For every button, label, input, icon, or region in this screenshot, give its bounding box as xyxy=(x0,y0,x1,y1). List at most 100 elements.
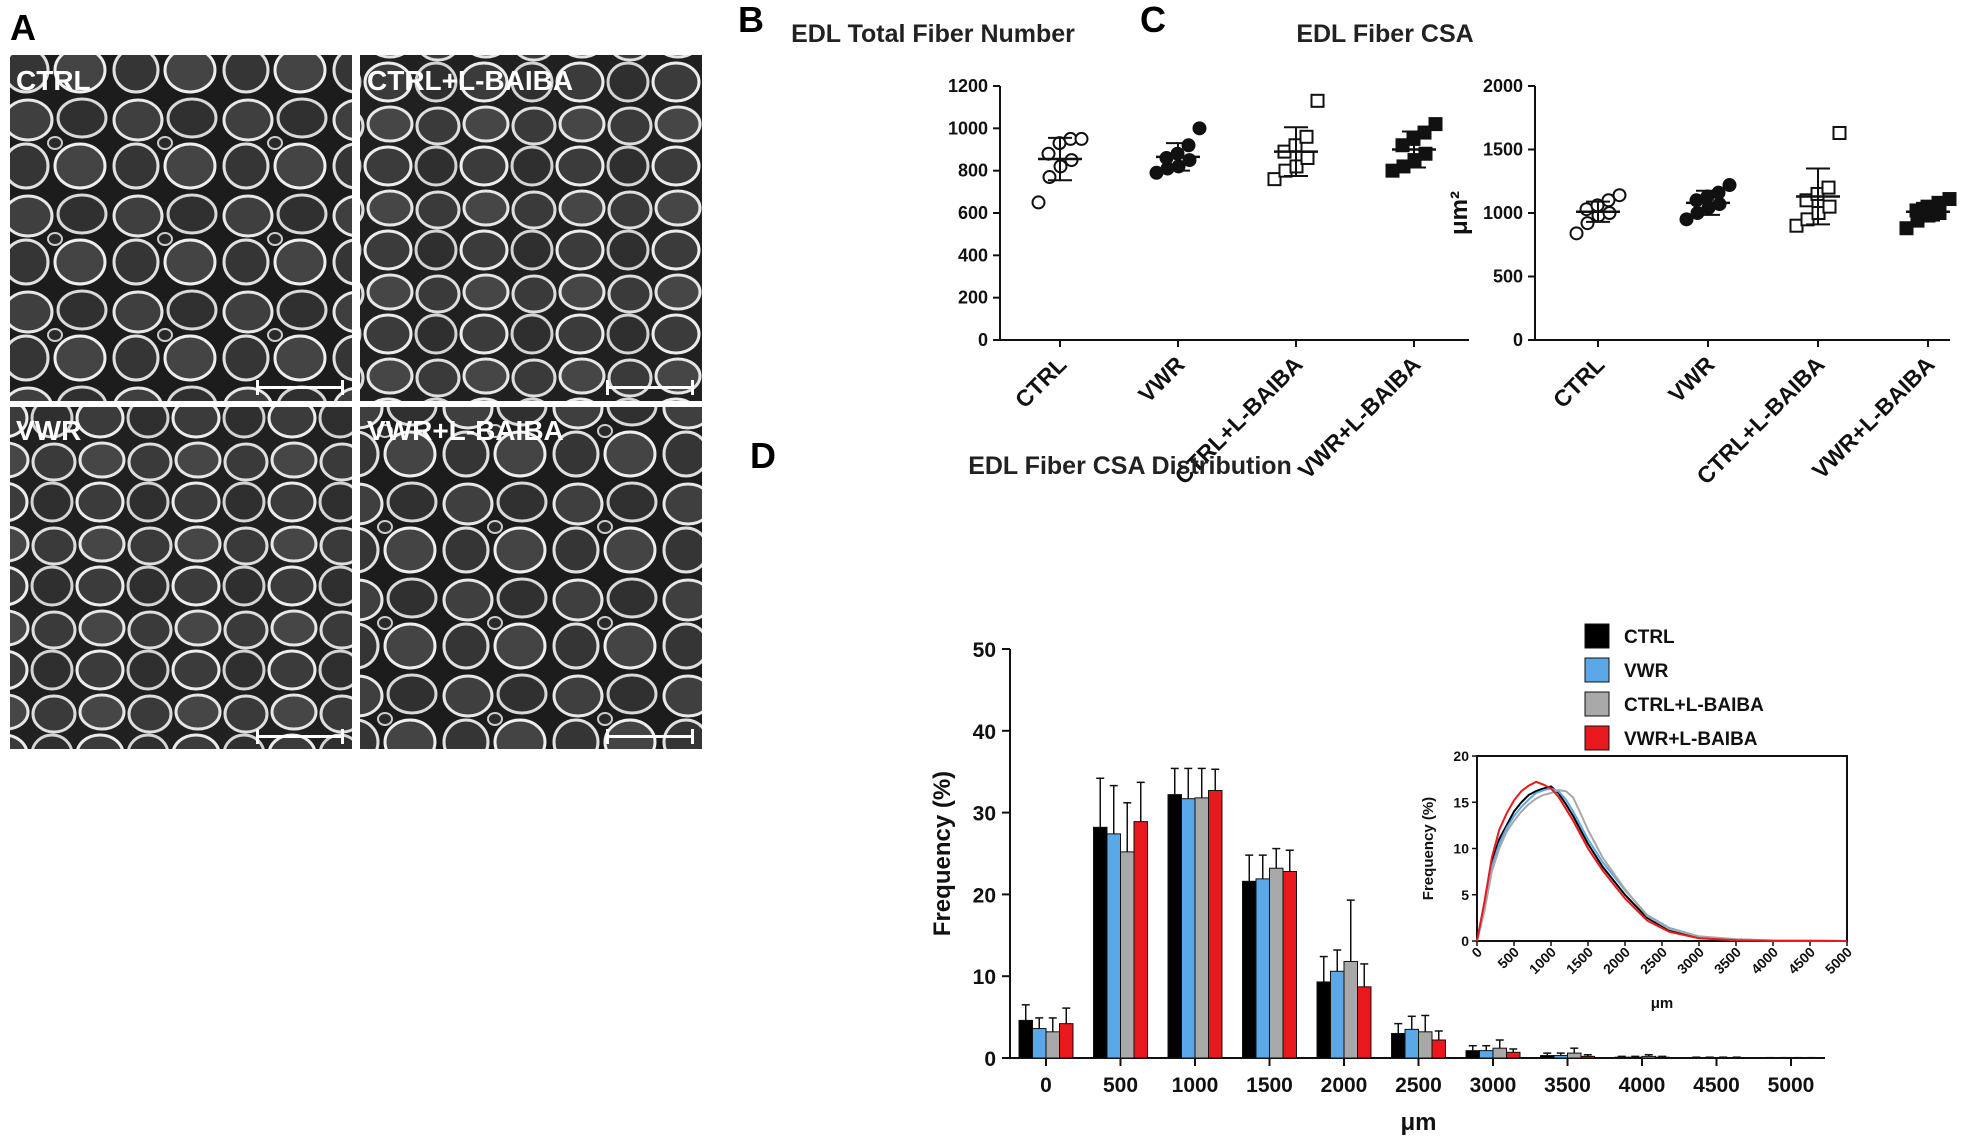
micrograph-ctrl: CTRL xyxy=(10,55,352,401)
inset-x-tick-label: 0 xyxy=(1468,944,1485,961)
micrograph-vwr: VWR xyxy=(10,407,352,749)
y-tick-label: 200 xyxy=(958,288,988,308)
data-point xyxy=(1821,180,1836,195)
data-point xyxy=(1832,125,1847,140)
y-tick-label: 10 xyxy=(973,966,996,989)
inset-x-tick-label: 4000 xyxy=(1748,944,1781,977)
x-tick-label: 500 xyxy=(1103,1074,1138,1097)
data-point xyxy=(1899,221,1914,236)
bar xyxy=(1330,970,1345,1059)
x-tick-label: 4000 xyxy=(1619,1074,1666,1097)
y-tick-label: 30 xyxy=(973,803,996,826)
x-tick-label: 0 xyxy=(1040,1074,1052,1097)
bar xyxy=(1641,1055,1656,1059)
bar xyxy=(1357,986,1372,1059)
bar xyxy=(1194,797,1209,1059)
y-tick-label: 1200 xyxy=(948,76,988,96)
legend-swatch xyxy=(1584,725,1610,751)
bar xyxy=(1465,1050,1480,1059)
micrograph-ctrl-label: CTRL xyxy=(16,65,91,96)
y-tick-label: 600 xyxy=(958,203,988,223)
bar xyxy=(1106,833,1121,1059)
micrograph-ctrl-baiba-label: CTRL+L-BAIBA xyxy=(367,65,573,96)
panel-a-letter: A xyxy=(10,7,36,48)
legend-label: CTRL+L-BAIBA xyxy=(1624,695,1764,716)
inset-x-tick-label: 1500 xyxy=(1563,944,1596,977)
bar xyxy=(1045,1031,1060,1059)
bar xyxy=(1614,1056,1629,1059)
data-point xyxy=(1722,178,1737,193)
data-point xyxy=(1822,199,1837,214)
inset-frame xyxy=(1476,755,1848,942)
inset-x-tick-label: 3500 xyxy=(1711,944,1744,977)
bar xyxy=(1540,1055,1555,1059)
x-tick-label: VWR xyxy=(1133,351,1190,408)
y-tick-label: 40 xyxy=(973,721,996,744)
bar xyxy=(1404,1028,1419,1059)
bar xyxy=(1059,1023,1074,1059)
panel-c-title: EDL Fiber CSA xyxy=(1296,20,1473,48)
y-axis-label: μm² xyxy=(1446,191,1473,235)
x-tick-label: 3500 xyxy=(1544,1074,1591,1097)
bar xyxy=(1133,821,1148,1059)
panel-d-legend: CTRL VWR CTRL+L-BAIBA VWR+L-BAIBA xyxy=(1584,623,1764,751)
x-tick-label: 1500 xyxy=(1246,1074,1293,1097)
inset-x-tick-label: 5000 xyxy=(1822,944,1855,977)
bar xyxy=(1391,1032,1406,1059)
y-tick-label: 800 xyxy=(958,161,988,181)
x-tick-label: 4500 xyxy=(1693,1074,1740,1097)
data-point xyxy=(1267,172,1282,187)
bar xyxy=(1431,1039,1446,1059)
y-tick-label: 400 xyxy=(958,245,988,265)
panel-d-inset: 0 5 10 15 20 0 500 1000 1500 2000 2500 3000 3500 4000… xyxy=(1420,748,1855,1012)
y-axis-label: Frequency (%) xyxy=(929,771,956,936)
data-point xyxy=(1569,226,1584,241)
x-tick-label: 2500 xyxy=(1395,1074,1442,1097)
inset-x-tick-label: 3000 xyxy=(1674,944,1707,977)
inset-y-tick-label: 5 xyxy=(1461,887,1469,903)
x-tick-label: 1000 xyxy=(1172,1074,1219,1097)
y-tick-label: 1000 xyxy=(1483,203,1523,223)
data-point xyxy=(1074,131,1089,146)
panel-c-letter: C xyxy=(1140,0,1166,40)
panel-d-title: EDL Fiber CSA Distribution xyxy=(968,452,1292,480)
bar xyxy=(1343,960,1358,1059)
inset-x-axis-label: μm xyxy=(1651,995,1674,1012)
legend-label: CTRL xyxy=(1624,627,1675,648)
bar xyxy=(1167,794,1182,1059)
inset-y-tick-label: 20 xyxy=(1453,748,1469,764)
y-tick-label: 2000 xyxy=(1483,76,1523,96)
data-point xyxy=(1428,117,1443,132)
panel-c-chart: C EDL Fiber CSA 0 500 1000 1500 2000 μm² CTRL V… xyxy=(1140,0,1957,489)
x-tick-label: CTRL xyxy=(1010,351,1072,413)
data-point xyxy=(1679,212,1694,227)
bar xyxy=(1628,1056,1643,1059)
data-point xyxy=(1602,206,1617,220)
y-tick-label: 1500 xyxy=(1483,140,1523,160)
bar xyxy=(1567,1052,1582,1059)
data-point xyxy=(1031,195,1046,210)
x-tick-label: 5000 xyxy=(1768,1074,1815,1097)
bar xyxy=(1208,790,1223,1059)
x-axis-label: μm xyxy=(1400,1109,1436,1136)
y-tick-label: 50 xyxy=(973,639,996,662)
y-tick-label: 0 xyxy=(978,330,988,350)
inset-y-tick-label: 10 xyxy=(1453,841,1469,857)
panel-d-chart: D EDL Fiber CSA Distribution 01020304050… xyxy=(750,435,1855,1136)
data-point xyxy=(1192,121,1207,136)
bar xyxy=(1181,798,1196,1059)
inset-x-tick-label: 500 xyxy=(1494,944,1522,972)
panel-b-letter: B xyxy=(738,0,764,40)
bar xyxy=(1120,851,1135,1059)
bar xyxy=(1093,826,1108,1059)
data-point xyxy=(1711,185,1726,200)
panel-c-marks xyxy=(1569,125,1957,241)
micrograph-vwr-label: VWR xyxy=(16,415,81,446)
legend-label: VWR xyxy=(1624,661,1669,682)
bar xyxy=(1242,880,1257,1059)
inset-x-tick-label: 4500 xyxy=(1785,944,1818,977)
panel-d-letter: D xyxy=(750,435,776,476)
bar xyxy=(1032,1028,1047,1059)
